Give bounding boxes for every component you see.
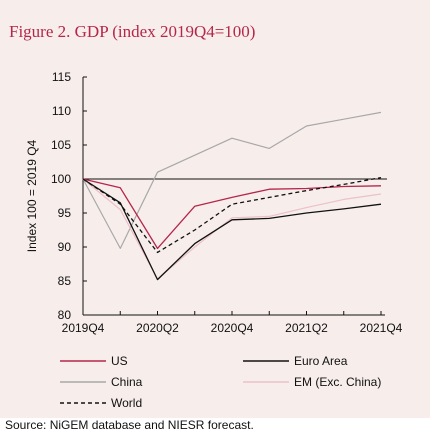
y-tick-label: 95 bbox=[58, 206, 72, 220]
y-tick-label: 80 bbox=[58, 308, 72, 322]
y-tick-label: 85 bbox=[58, 274, 72, 288]
source-note: Source: NiGEM database and NIESR forecas… bbox=[5, 418, 254, 432]
y-tick-label: 115 bbox=[52, 70, 71, 84]
series-line-euro-area bbox=[82, 178, 382, 281]
axes: 80 85 90 95 100 105 110 115 2019Q4 2020Q2 2020Q4 20… bbox=[51, 70, 403, 335]
x-tick-label: 2020Q2 bbox=[136, 321, 179, 335]
series-line-world bbox=[82, 176, 382, 254]
x-tick-label: 2021Q4 bbox=[360, 321, 403, 335]
y-tick-label: 100 bbox=[51, 172, 71, 186]
y-tick-label: 110 bbox=[52, 104, 71, 118]
y-axis-label: Index 100 = 2019 Q4 bbox=[25, 139, 39, 252]
legend: US Euro Area China EM (Exc. China) World bbox=[60, 354, 381, 410]
legend-label: US bbox=[111, 354, 128, 368]
chart-title: Figure 2. GDP (index 2019Q4=100) bbox=[9, 22, 256, 41]
legend-label: China bbox=[111, 375, 143, 389]
series-line-em-exc-china bbox=[82, 178, 382, 280]
series-line-china bbox=[82, 111, 382, 249]
series-lines bbox=[82, 111, 382, 281]
x-tick-label: 2020Q4 bbox=[211, 321, 254, 335]
x-tick-label: 2021Q2 bbox=[285, 321, 328, 335]
gdp-line-chart: 80 85 90 95 100 105 110 115 2019Q4 2020Q2 2020Q4 20… bbox=[25, 70, 403, 410]
x-tick-label: 2019Q4 bbox=[62, 321, 105, 335]
legend-label: Euro Area bbox=[294, 354, 348, 368]
chart-panel bbox=[0, 0, 430, 418]
y-tick-label: 90 bbox=[58, 240, 72, 254]
legend-label: EM (Exc. China) bbox=[294, 375, 381, 389]
series-line-us bbox=[82, 178, 382, 250]
y-tick-label: 105 bbox=[51, 138, 71, 152]
legend-label: World bbox=[111, 396, 142, 410]
